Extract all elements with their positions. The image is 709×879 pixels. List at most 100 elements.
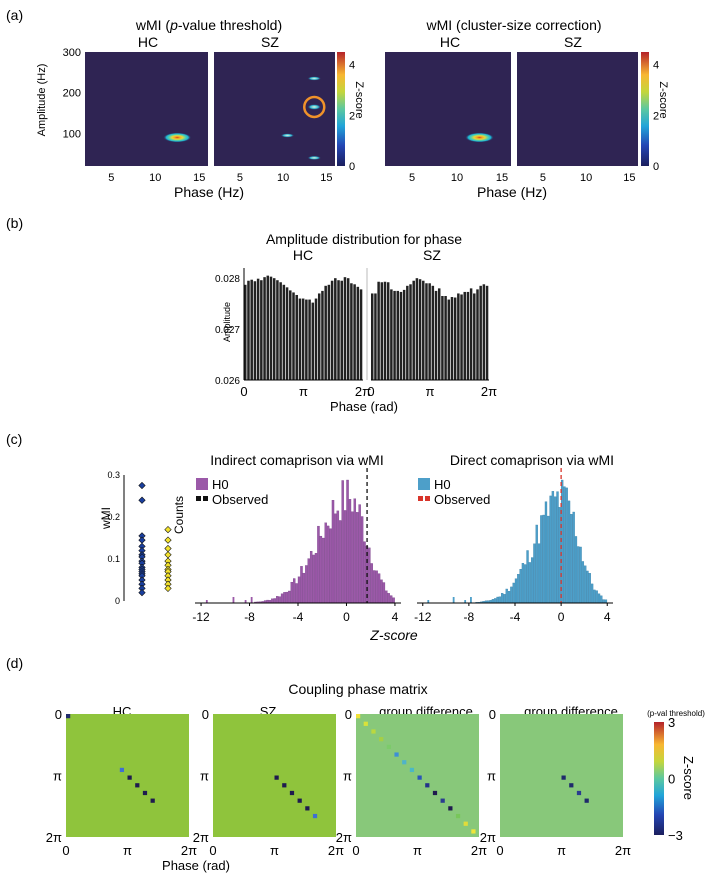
hist-xtick-indirect: -4 (293, 610, 304, 624)
strip-point-sz (164, 544, 172, 553)
coupling-cell (471, 829, 476, 834)
colorbar-tick: 0 (349, 161, 355, 173)
hist-bar-indirect (290, 581, 294, 604)
hist-bar-indirect (375, 570, 378, 604)
coupling-cell (409, 767, 415, 773)
panel-a-left-colorbar (337, 52, 345, 166)
amp-bar-sz (374, 293, 377, 380)
coupling-ytick: π (53, 769, 62, 784)
coupling-cell (274, 775, 279, 780)
heatmap-blob-left-sz-0 (307, 76, 322, 81)
strip-point-sz (164, 536, 172, 544)
hist-bar-indirect (387, 593, 390, 604)
indirect-legend-h0-swatch (196, 478, 208, 490)
coupling-cell (402, 760, 407, 765)
hist-bar-direct (602, 599, 605, 604)
panel-c-indirect-title: Indirect comaprison via wMI (210, 452, 384, 468)
amp-bar-sz (457, 293, 460, 380)
amp-bar-sz (402, 289, 406, 380)
panel-a-left-hc-label: HC (138, 34, 158, 50)
hist-bar-indirect (343, 510, 347, 604)
amp-xtick: π (299, 384, 308, 399)
hist-bar-indirect (244, 600, 247, 603)
hist-bar-direct (519, 568, 522, 604)
hist-bar-indirect (319, 535, 323, 604)
coupling-ytick: 0 (345, 707, 352, 722)
hist-bar-indirect (280, 593, 284, 604)
coupling-xtick: π (413, 843, 422, 858)
colorbar-tick: 4 (653, 60, 659, 72)
hist-bar-indirect (285, 591, 289, 604)
amp-xtick: 0 (240, 384, 247, 399)
hist-bar-direct (577, 546, 580, 604)
panel-d-colorbar-label: Z-score (681, 756, 696, 800)
coupling-ytick: π (200, 769, 209, 784)
panel-c-counts-label: Counts (172, 496, 186, 534)
panel-c-xlabel: Z-score (369, 627, 418, 643)
hist-bar-direct (600, 595, 603, 604)
hist-bar-indirect (353, 498, 357, 604)
hist-bar-indirect (312, 554, 315, 604)
coupling-cell (379, 737, 384, 742)
strip-ytick: 0.2 (107, 512, 120, 522)
hist-bar-indirect (368, 547, 371, 604)
amp-bar-hc (266, 275, 270, 380)
coupling-cell (150, 798, 155, 803)
hist-bar-indirect (341, 480, 344, 604)
amp-bar-sz (428, 283, 431, 380)
amp-bar-sz (434, 290, 438, 380)
panel-b-ylabel: Amplitude (222, 302, 232, 342)
amp-bar-hc (311, 302, 315, 380)
strip-ytick: 0.3 (107, 470, 120, 480)
amp-bar-sz (393, 290, 396, 380)
hist-bar-indirect (348, 499, 352, 604)
amp-xtick: 2π (481, 384, 497, 399)
hist-bar-direct (464, 600, 467, 603)
hist-bar-direct (593, 589, 596, 604)
hist-bar-indirect (351, 511, 354, 604)
hist-xtick-direct: -8 (464, 610, 475, 624)
colorbar-tick: 2 (349, 110, 355, 122)
hist-bar-direct (498, 596, 502, 604)
heatmap-xtick: 5 (108, 172, 114, 184)
coupling-cell (66, 714, 71, 719)
panel-b-xlabel: Phase (rad) (330, 399, 398, 414)
coupling-cell (119, 767, 125, 773)
coupling-xtick: 0 (62, 843, 69, 858)
amp-bar-sz (469, 288, 473, 380)
heatmap-xtick: 15 (623, 172, 635, 184)
amp-xtick: 2π (355, 384, 371, 399)
coupling-xtick: 0 (352, 843, 359, 858)
amp-bar-hc (253, 281, 257, 380)
heatmap-blob-left-sz-2 (280, 133, 295, 138)
amp-bar-sz (473, 293, 476, 380)
amp-bar-hc (346, 278, 350, 380)
amp-bar-sz (463, 291, 466, 380)
coupling-cell (282, 783, 287, 788)
colorbar-tick: 4 (349, 60, 355, 72)
amp-bar-sz (396, 290, 400, 380)
hist-bar-indirect (382, 582, 386, 604)
hist-bar-direct (542, 514, 545, 604)
panel-d-colorbar-title: (p-val threshold) (647, 709, 705, 718)
heatmap-ytick: 300 (63, 47, 81, 59)
heatmap-ytick: 200 (63, 88, 81, 100)
panel-b-label: (b) (6, 215, 23, 231)
amp-bar-sz (371, 293, 374, 380)
coupling-colorbar-tick: 0 (668, 772, 675, 787)
amp-bar-hc (282, 284, 286, 380)
hist-bar-indirect (370, 563, 373, 604)
amp-bar-hc (285, 287, 289, 380)
hist-bar-indirect (300, 566, 303, 604)
amp-bar-hc (269, 276, 273, 380)
hist-bar-indirect (276, 596, 279, 604)
hist-bar-direct (551, 491, 555, 604)
amp-bar-sz (380, 282, 384, 380)
coupling-cell (455, 813, 461, 819)
strip-point-hc (138, 588, 146, 597)
amp-bar-hc (334, 278, 337, 380)
panel-a-left-xlabel: Phase (Hz) (174, 184, 244, 200)
heatmap-blob-left-hc-0 (163, 132, 192, 143)
heatmap-blob-right-hc-0 (465, 132, 494, 143)
